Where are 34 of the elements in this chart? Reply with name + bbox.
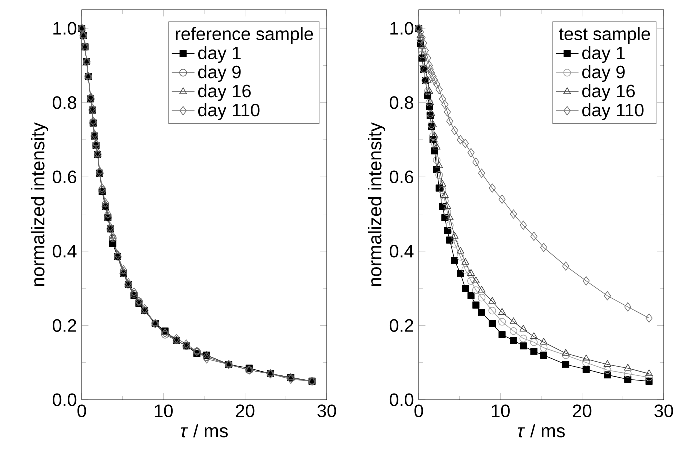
x-axis-title: τ / ms — [518, 424, 565, 438]
y-tick-label: 1.0 — [54, 22, 77, 35]
legend-label: day 9 — [198, 65, 241, 82]
x-tick-label: 30 — [654, 404, 674, 418]
x-tick-label: 10 — [155, 404, 173, 418]
x-tick-label: 10 — [492, 404, 510, 418]
x-axis-title: τ / ms — [181, 424, 228, 438]
y-tick-label: 1.0 — [390, 22, 414, 35]
legend-label: day 16 — [198, 84, 251, 102]
legend-title: reference sample — [176, 27, 314, 44]
legend-label: day 9 — [582, 65, 625, 82]
legend-label: day 16 — [582, 84, 635, 102]
y-tick-label: 0.6 — [52, 170, 76, 184]
y-tick-label: 0.2 — [390, 319, 414, 332]
y-axis-title: normalized intensity — [31, 122, 48, 286]
y-tick-label: 0.6 — [390, 170, 414, 184]
legend-label: day 110 — [198, 103, 260, 120]
x-tick-label: 20 — [236, 404, 255, 418]
y-tick-label: 0.0 — [390, 394, 414, 406]
y-tick-label: 0.4 — [52, 245, 77, 258]
legend-label: day 1 — [582, 46, 625, 64]
y-axis-title: normalized intensity — [368, 122, 386, 286]
x-tick-label: 20 — [573, 404, 592, 418]
y-tick-label: 0.4 — [390, 245, 414, 258]
y-tick-label: 0.8 — [52, 96, 76, 110]
x-tick-label: 0 — [78, 404, 86, 418]
legend-label: day 1 — [198, 46, 241, 64]
x-tick-label: 0 — [414, 404, 424, 418]
y-tick-label: 0.2 — [52, 319, 76, 332]
x-tick-label: 30 — [318, 404, 336, 418]
legend-title: test sample — [559, 27, 650, 44]
y-tick-label: 0.8 — [390, 96, 414, 110]
legend-label: day 110 — [582, 103, 644, 120]
y-tick-label: 0.0 — [52, 394, 77, 406]
